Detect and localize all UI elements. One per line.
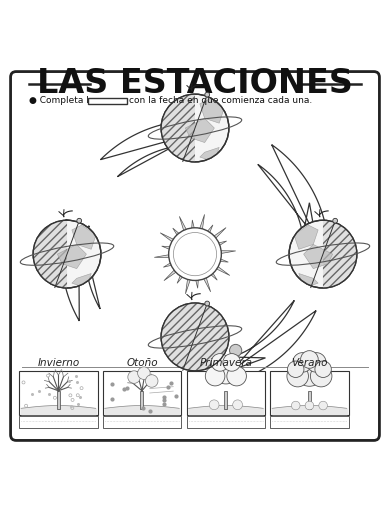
Circle shape [287,361,304,377]
Bar [19,371,98,415]
Polygon shape [199,215,204,231]
Polygon shape [61,219,100,321]
Polygon shape [294,225,318,249]
Circle shape [33,220,101,288]
Text: Invierno: Invierno [37,358,80,368]
Text: ● Completa los: ● Completa los [29,96,99,105]
Bar [103,371,181,415]
Circle shape [233,400,243,410]
Polygon shape [323,220,357,288]
Polygon shape [101,120,199,177]
Circle shape [161,94,229,162]
Bar [103,416,181,429]
Circle shape [205,366,225,386]
Circle shape [319,401,328,410]
Polygon shape [185,118,215,142]
Polygon shape [200,99,224,123]
Circle shape [205,301,209,306]
Text: con la fecha en que comienza cada una.: con la fecha en que comienza cada una. [129,96,312,105]
Bar [187,416,265,429]
Polygon shape [179,217,187,232]
Polygon shape [219,251,236,254]
Polygon shape [161,94,195,162]
Polygon shape [215,265,230,275]
Polygon shape [232,301,316,380]
Polygon shape [163,262,173,267]
Circle shape [211,354,229,371]
Circle shape [77,218,82,223]
Polygon shape [299,273,318,288]
Circle shape [310,366,332,387]
Polygon shape [218,258,228,262]
Bar [270,416,349,429]
Circle shape [227,366,246,386]
Circle shape [287,366,308,387]
Polygon shape [162,246,172,250]
Polygon shape [164,269,177,281]
Text: Otoño: Otoño [126,358,158,368]
Circle shape [333,218,337,223]
Polygon shape [161,303,229,371]
Circle shape [209,400,219,410]
Polygon shape [72,273,91,288]
Polygon shape [154,254,171,258]
Polygon shape [57,244,87,269]
Polygon shape [72,225,96,249]
Polygon shape [200,147,219,162]
Circle shape [291,401,300,410]
Polygon shape [303,244,333,269]
Bar [140,391,144,409]
Polygon shape [160,233,175,243]
Circle shape [161,303,229,371]
Circle shape [212,356,239,384]
Polygon shape [209,271,217,280]
Polygon shape [258,145,326,237]
Polygon shape [177,274,184,283]
Circle shape [315,361,332,377]
Polygon shape [203,276,211,292]
Circle shape [205,92,209,97]
Bar [187,371,265,415]
Circle shape [168,228,222,281]
Circle shape [128,371,140,383]
Text: LAS ESTACIONES: LAS ESTACIONES [37,67,353,100]
FancyBboxPatch shape [11,72,379,440]
Circle shape [307,353,326,372]
Polygon shape [191,220,195,230]
Bar [19,416,98,429]
Circle shape [138,367,150,379]
Circle shape [230,345,242,356]
Circle shape [145,375,158,387]
Bar [308,391,311,409]
Polygon shape [217,241,227,246]
Bar [88,98,127,103]
Circle shape [301,351,318,368]
Circle shape [295,358,324,386]
Polygon shape [33,220,67,288]
Bar [224,391,227,409]
Circle shape [289,220,357,288]
Polygon shape [213,228,226,240]
Polygon shape [186,278,191,294]
Polygon shape [206,225,213,234]
Circle shape [305,401,314,410]
Text: Primavera: Primavera [199,358,252,368]
Bar [57,391,60,409]
Text: Verano: Verano [291,358,328,368]
Polygon shape [195,278,199,288]
Bar [270,371,349,415]
Circle shape [293,353,312,372]
Polygon shape [173,228,181,237]
Circle shape [223,354,241,371]
